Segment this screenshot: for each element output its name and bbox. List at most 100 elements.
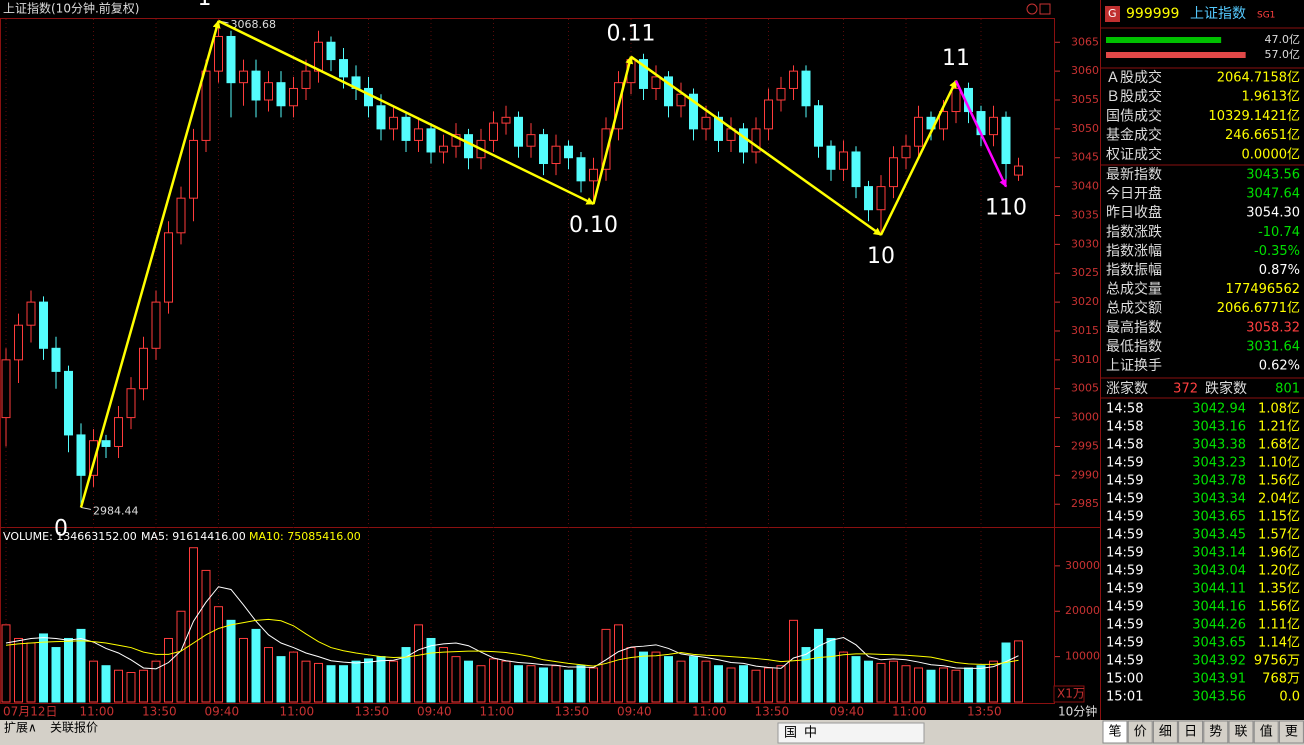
candle-body xyxy=(689,93,698,130)
candle-body xyxy=(764,99,773,130)
chart-title: 上证指数(10分钟.前复权) xyxy=(3,1,139,16)
panel-tab-label[interactable]: 联 xyxy=(1234,725,1247,740)
candle-body xyxy=(876,186,886,211)
volume-bar xyxy=(126,672,136,703)
candle-body xyxy=(901,145,911,159)
panel-tab-label[interactable]: 势 xyxy=(1209,724,1222,740)
candle-body xyxy=(464,134,473,159)
candle-body xyxy=(1,359,11,419)
flow-bar xyxy=(1106,52,1246,58)
x-tick-label: 11:00 xyxy=(280,705,315,719)
candle-body xyxy=(526,134,536,147)
volume-bar xyxy=(251,628,261,703)
tick-price: 3044.16 xyxy=(1192,600,1246,615)
row-value: 0.87% xyxy=(1259,263,1300,278)
extreme-label: 3068.68 xyxy=(231,18,277,31)
tag: SG1 xyxy=(1257,11,1275,21)
row-value: 2066.6771亿 xyxy=(1217,301,1300,316)
row-label: Ｂ股成交 xyxy=(1106,88,1162,105)
tick-time: 14:58 xyxy=(1106,402,1143,417)
row-value: 2064.7158亿 xyxy=(1217,71,1300,86)
candle-body xyxy=(326,41,336,61)
window-icon[interactable] xyxy=(1026,3,1038,15)
candle-body xyxy=(239,70,248,84)
volume-bar xyxy=(176,610,186,703)
candle-body xyxy=(826,145,836,170)
candle-body xyxy=(64,370,73,436)
x-tick-label: 11:00 xyxy=(80,705,115,719)
tick-price: 3043.65 xyxy=(1192,510,1246,525)
name: 上证指数 xyxy=(1190,6,1246,22)
tick-volume: 1.35亿 xyxy=(1258,582,1300,597)
candle-body xyxy=(564,145,573,159)
wave-label: 0.11 xyxy=(607,22,656,47)
ime-icon[interactable]: 中 xyxy=(804,726,817,741)
panel-tab[interactable] xyxy=(1253,720,1279,744)
candle-body xyxy=(601,128,611,170)
panel-tab-label[interactable]: 笔 xyxy=(1108,724,1121,740)
footer-tab[interactable]: 扩展∧ xyxy=(4,721,37,735)
badge xyxy=(1105,6,1120,22)
legend-entry: MA5: 91614416.00 xyxy=(141,530,246,543)
volume-bar xyxy=(601,628,611,703)
volume-bar xyxy=(714,665,723,703)
tick-time: 14:59 xyxy=(1106,654,1143,669)
breadth-value: 372 xyxy=(1173,382,1198,397)
y-tick-label: 3015 xyxy=(1071,324,1099,337)
panel-tab-label[interactable]: 价 xyxy=(1134,725,1147,740)
panel-tab[interactable] xyxy=(1203,720,1229,744)
candle-body xyxy=(989,116,998,136)
code: 999999 xyxy=(1126,6,1179,22)
panel-tab[interactable] xyxy=(1127,720,1153,744)
x-tick-label: 11:00 xyxy=(892,705,927,719)
breadth-value: 801 xyxy=(1275,382,1300,397)
panel-tab[interactable] xyxy=(1152,720,1178,744)
panel-tab-label[interactable]: 值 xyxy=(1260,724,1273,740)
panel-tab[interactable] xyxy=(1102,720,1128,744)
ma-line xyxy=(5,586,1019,670)
tick-price: 3043.78 xyxy=(1192,474,1246,489)
volume-bar xyxy=(664,656,673,703)
ime-icon[interactable]: 国 xyxy=(784,726,797,741)
candle-body xyxy=(851,151,861,188)
tick-price: 3043.45 xyxy=(1192,528,1246,543)
tick-price: 3043.65 xyxy=(1192,636,1246,651)
chart-frame xyxy=(0,18,1055,704)
panel-tab-label[interactable]: 细 xyxy=(1159,725,1172,740)
row-label: 权证成交 xyxy=(1106,146,1162,163)
ma-line xyxy=(5,618,1019,667)
volume-bar xyxy=(214,606,223,703)
candle-body xyxy=(26,301,36,326)
y-tick-label: 3060 xyxy=(1071,64,1099,77)
tick-time: 14:59 xyxy=(1106,528,1143,543)
row-value: 246.6651亿 xyxy=(1225,128,1300,143)
candle-body xyxy=(451,134,461,147)
volume-bar xyxy=(101,665,111,703)
volume-bar xyxy=(514,665,523,703)
y-tick-label: 20000 xyxy=(1065,604,1100,617)
row-label: 上证换手 xyxy=(1106,357,1162,374)
volume-bar xyxy=(226,619,236,703)
wave-label: 110 xyxy=(985,196,1027,221)
panel-tab-label[interactable]: 日 xyxy=(1184,725,1197,740)
volume-bar xyxy=(414,624,423,703)
row-value: -0.35% xyxy=(1254,244,1300,259)
row-label: 最低指数 xyxy=(1106,339,1162,355)
volume-bar xyxy=(851,656,861,703)
volume-bar xyxy=(776,665,786,703)
footer-tab[interactable]: 关联报价 xyxy=(50,720,98,735)
panel-tab-label[interactable]: 更 xyxy=(1285,725,1298,740)
panel-tab[interactable] xyxy=(1278,720,1304,744)
candle-body xyxy=(951,87,961,113)
ime-bar[interactable] xyxy=(777,722,925,744)
candle-body xyxy=(651,76,661,89)
panel-tab[interactable] xyxy=(1178,720,1204,744)
candle-body xyxy=(1001,116,1011,165)
panel-tab[interactable] xyxy=(1228,720,1254,744)
tick-time: 14:58 xyxy=(1106,420,1143,435)
window-icon[interactable] xyxy=(1039,3,1051,15)
tick-price: 3043.34 xyxy=(1192,492,1246,507)
volume-bar xyxy=(364,658,373,703)
volume-bar xyxy=(889,660,898,703)
volume-bar xyxy=(526,665,536,703)
